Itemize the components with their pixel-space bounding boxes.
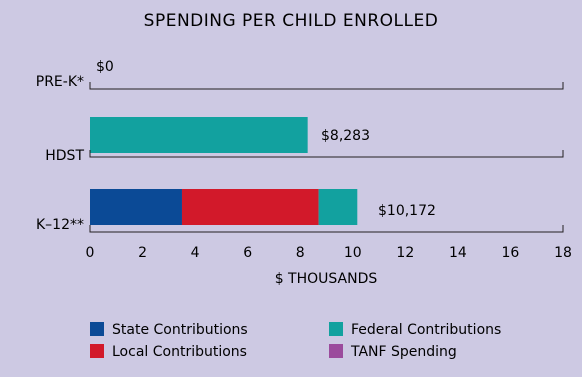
row-baseline-k-12 xyxy=(89,225,564,233)
bars-layer xyxy=(90,117,358,225)
category-label: PRE-K* xyxy=(36,74,84,90)
category-label: K–12** xyxy=(36,217,84,233)
legend-label: Local Contributions xyxy=(112,344,247,360)
x-tick-label: 14 xyxy=(449,245,467,261)
legend-label: TANF Spending xyxy=(350,344,457,360)
category-label: HDST xyxy=(45,148,84,164)
row-baselines xyxy=(89,82,564,233)
legend-swatch xyxy=(329,322,343,336)
x-axis-label: $ THOUSANDS xyxy=(275,271,378,287)
category-labels: PRE-K* HDST K–12** xyxy=(36,74,85,233)
x-tick-label: 10 xyxy=(344,245,362,261)
legend-label: Federal Contributions xyxy=(351,322,501,338)
x-tick-label: 2 xyxy=(138,245,147,261)
data-label: $0 xyxy=(96,59,114,75)
x-tick-label: 0 xyxy=(86,245,95,261)
data-label: $8,283 xyxy=(321,128,370,144)
x-tick-labels: 0 2 4 6 8 10 12 14 16 18 xyxy=(86,245,572,261)
data-label: $10,172 xyxy=(378,203,436,219)
bar-k-12-federal-contributions xyxy=(318,189,358,225)
x-tick-label: 8 xyxy=(296,245,305,261)
legend-item-state-contributions: State Contributions xyxy=(90,322,248,338)
legend-swatch xyxy=(90,322,104,336)
row-baseline-pre-k xyxy=(89,82,564,90)
legend-swatch xyxy=(329,344,343,358)
legend-label: State Contributions xyxy=(112,322,248,338)
row-baseline-hdst xyxy=(89,150,564,158)
legend-item-federal-contributions: Federal Contributions xyxy=(329,322,501,338)
legend-swatch xyxy=(90,344,104,358)
x-tick-label: 18 xyxy=(554,245,572,261)
x-tick-label: 16 xyxy=(502,245,520,261)
legend: State Contributions Local Contributions Fe… xyxy=(90,322,501,360)
legend-item-tanf-spending: TANF Spending xyxy=(329,344,457,360)
bar-k-12-state-contributions xyxy=(90,189,182,225)
x-tick-label: 12 xyxy=(396,245,414,261)
data-labels: $0 $8,283 $10,172 xyxy=(96,59,436,219)
legend-item-local-contributions: Local Contributions xyxy=(90,344,247,360)
chart-title: SPENDING PER CHILD ENROLLED xyxy=(144,11,439,31)
x-tick-label: 6 xyxy=(243,245,252,261)
bar-k-12-local-contributions xyxy=(181,189,319,225)
x-tick-label: 4 xyxy=(191,245,200,261)
bar-hdst-federal-contributions xyxy=(90,117,308,153)
